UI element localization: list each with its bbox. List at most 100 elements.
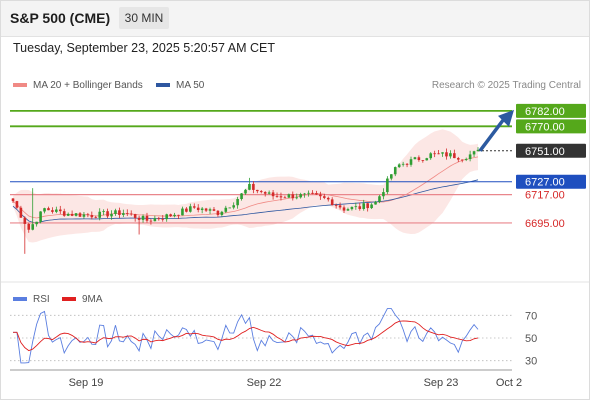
candle-body [78, 213, 82, 217]
candle-body [196, 207, 200, 211]
x-tick-sep-19: Sep 19 [69, 377, 104, 389]
candle-body [456, 158, 460, 160]
candle-body [74, 213, 78, 216]
candle-body [453, 153, 456, 159]
candle-body [39, 211, 42, 222]
candle-body [468, 154, 472, 160]
candle-body [43, 208, 46, 212]
candle-body [287, 194, 291, 198]
candle-body [370, 204, 373, 209]
x-tick-oct-2: Oct 2 [496, 377, 522, 389]
level-label-6727-00: 6727.00 [525, 177, 565, 189]
timestamp: Tuesday, September 23, 2025 5:20:57 AM C… [13, 41, 275, 55]
candle-body [311, 192, 314, 194]
symbol-title: S&P 500 (CME) [10, 10, 111, 26]
candle-body [248, 183, 251, 190]
candle-body [421, 160, 425, 161]
candle-body [106, 211, 109, 217]
candle-body [256, 189, 259, 192]
candle-body [259, 191, 263, 193]
candle-body [437, 153, 440, 155]
candle-body [244, 189, 247, 194]
candle-body [11, 198, 15, 202]
candle-body [433, 153, 436, 155]
candle-body [358, 206, 362, 209]
candle-body [153, 218, 157, 222]
level-tag-6727-00 [516, 174, 586, 189]
candle-body [82, 214, 86, 217]
candle-body [252, 183, 255, 190]
candle-body [145, 215, 149, 221]
candle-body [425, 158, 429, 161]
candle-body [362, 203, 366, 209]
legend-ma20-label: MA 20 + Bollinger Bands [33, 80, 143, 91]
candle-body [275, 196, 279, 197]
rsi-ma-legend-swatch [62, 297, 76, 301]
candle-body [354, 206, 358, 208]
candle-body [47, 208, 50, 211]
level-tag-6770-00 [516, 119, 586, 134]
candle-body [149, 220, 153, 222]
candle-body [220, 211, 224, 215]
candle-body [208, 209, 212, 211]
candle-body [169, 214, 172, 217]
candle-body [267, 192, 271, 194]
candle-body [165, 214, 168, 220]
candle-body [476, 149, 480, 152]
level-label-6695-00: 6695.00 [525, 218, 565, 230]
header-bar [1, 1, 589, 37]
legend-ma50: MA 50 [156, 80, 204, 91]
candle-body [390, 174, 393, 179]
candle-body [62, 211, 66, 216]
candle-body [157, 218, 161, 220]
candle-body [177, 214, 180, 216]
forecast-arrow-head [498, 109, 514, 127]
timeframe-badge[interactable]: 30 MIN [119, 7, 169, 29]
candle-body [330, 199, 334, 206]
forecast-arrow-shaft [478, 117, 506, 152]
candle-body [55, 209, 58, 212]
candle-body [374, 201, 377, 205]
candle-body [409, 159, 413, 165]
candle-body [173, 214, 176, 217]
rsi-tick-70: 70 [525, 310, 537, 322]
candle-body [58, 209, 62, 212]
level-tag-6782-00 [516, 103, 586, 118]
candle-body [279, 196, 283, 198]
rsi-tick-50: 50 [525, 333, 537, 345]
candle-body [31, 224, 35, 230]
rsi-legend-swatch [13, 297, 27, 301]
candle-body [303, 193, 306, 195]
candle-body [161, 218, 165, 220]
ma20-line [12, 156, 479, 219]
candle-body [129, 213, 133, 215]
candle-body [51, 210, 54, 212]
candle-body [200, 208, 204, 211]
candle-body [192, 206, 196, 208]
candle-body [299, 194, 302, 198]
candle-body [114, 210, 117, 214]
candle-body [35, 221, 38, 225]
candle-body [271, 192, 275, 197]
candle-body [90, 215, 94, 218]
candle-body [429, 153, 433, 159]
candle-body [240, 193, 243, 200]
candle-body [118, 210, 121, 215]
candle-body [110, 213, 113, 217]
candle-body [307, 192, 310, 194]
candle-body [445, 152, 448, 157]
level-label-6770-00: 6770.00 [525, 121, 565, 133]
candle-body [66, 213, 70, 216]
level-label-6717-00: 6717.00 [525, 190, 565, 202]
candle-body [326, 197, 330, 200]
rsi-tick-30: 30 [525, 356, 537, 368]
candle-body [397, 164, 401, 168]
candle-body [315, 193, 318, 195]
candles [11, 147, 480, 254]
candle-body [417, 157, 421, 161]
candle-body [216, 210, 220, 215]
candle-body [323, 196, 326, 198]
x-tick-sep-23: Sep 23 [424, 377, 459, 389]
candle-body [405, 163, 409, 165]
